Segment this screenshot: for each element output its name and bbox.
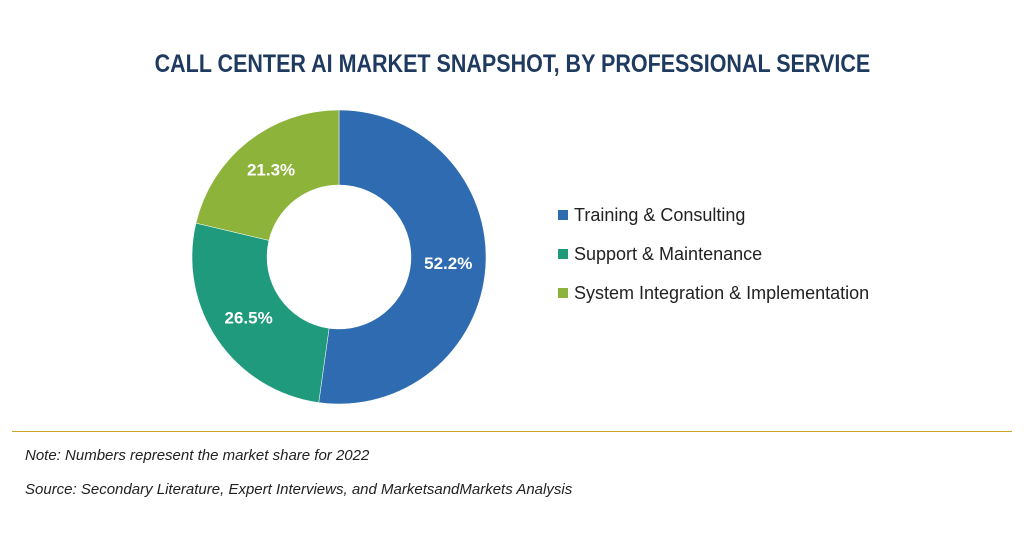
footer-note: Note: Numbers represent the market share… [25, 447, 370, 464]
legend-item-training-consulting: Training & Consulting [558, 202, 869, 228]
legend-swatch-support-maintenance [558, 249, 568, 259]
chart-title: CALL CENTER AI MARKET SNAPSHOT, BY PROFE… [154, 50, 871, 78]
legend-item-support-maintenance: Support & Maintenance [558, 241, 869, 267]
chart-legend: Training & Consulting Support & Maintena… [558, 202, 869, 319]
legend-label-training-consulting: Training & Consulting [574, 204, 746, 225]
legend-item-system-integration: System Integration & Implementation [558, 280, 869, 306]
donut-label-system-integration: 21.3% [247, 161, 295, 180]
donut-slice-support-maintenance [191, 222, 330, 403]
donut-label-training-consulting: 52.2% [424, 254, 472, 273]
footer-divider [12, 431, 1012, 432]
donut-slice-training-consulting [318, 109, 487, 405]
legend-swatch-system-integration [558, 288, 568, 298]
footer-source: Source: Secondary Literature, Expert Int… [25, 481, 573, 498]
donut-label-support-maintenance: 26.5% [225, 308, 273, 327]
legend-label-system-integration: System Integration & Implementation [574, 282, 870, 303]
legend-label-support-maintenance: Support & Maintenance [574, 243, 763, 264]
donut-slice-system-integration [195, 109, 340, 241]
legend-swatch-training-consulting [558, 210, 568, 220]
